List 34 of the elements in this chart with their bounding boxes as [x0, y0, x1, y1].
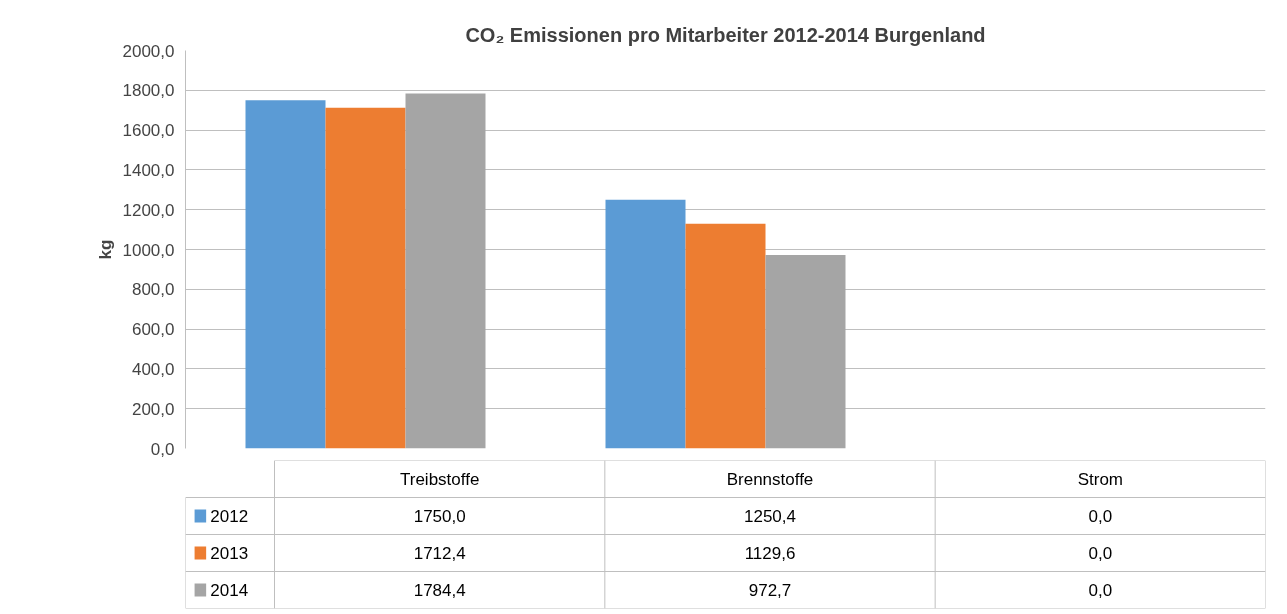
bar: [765, 254, 846, 449]
y-tick-label: 2000,0: [122, 41, 175, 61]
y-tick-label: 200,0: [131, 399, 175, 419]
y-tick-label: 600,0: [131, 320, 175, 340]
data-label: 1129,6: [744, 544, 796, 563]
data-label: 0,0: [1088, 581, 1113, 600]
y-tick-label: 1400,0: [122, 160, 175, 180]
y-tick-label: 0,0: [150, 439, 175, 459]
x-tick-label: Brennstoffe: [726, 469, 814, 489]
y-tick-label: 1000,0: [122, 240, 175, 260]
bar: [325, 107, 406, 449]
y-axis-title: kg: [95, 239, 115, 260]
data-label: 1784,4: [413, 581, 466, 600]
x-tick-label: Treibstoffe: [399, 469, 480, 489]
bar: [245, 100, 326, 449]
bar: [605, 199, 686, 449]
data-label: 972,7: [748, 581, 792, 600]
data-label: 0,0: [1088, 544, 1113, 563]
chart-title: CO₂ Emissionen pro Mitarbeiter 2012-2014 Burgenland: [465, 23, 986, 46]
y-tick-label: 400,0: [131, 359, 175, 379]
y-tick-label: 1200,0: [122, 200, 175, 220]
data-label: 1250,4: [744, 507, 796, 526]
y-tick-label: 800,0: [131, 280, 175, 300]
legend-label: 2013: [210, 544, 249, 563]
x-tick-label: Strom: [1077, 469, 1124, 489]
legend-label: 2014: [210, 581, 249, 600]
legend-label: 2012: [210, 507, 249, 526]
y-tick-label: 1800,0: [122, 81, 175, 101]
bar: [685, 223, 766, 449]
data-label: 0,0: [1088, 507, 1113, 526]
data-label: 1750,0: [413, 507, 466, 526]
data-label: 1712,4: [413, 544, 466, 563]
bar: [405, 93, 486, 449]
y-tick-label: 1600,0: [122, 121, 175, 141]
